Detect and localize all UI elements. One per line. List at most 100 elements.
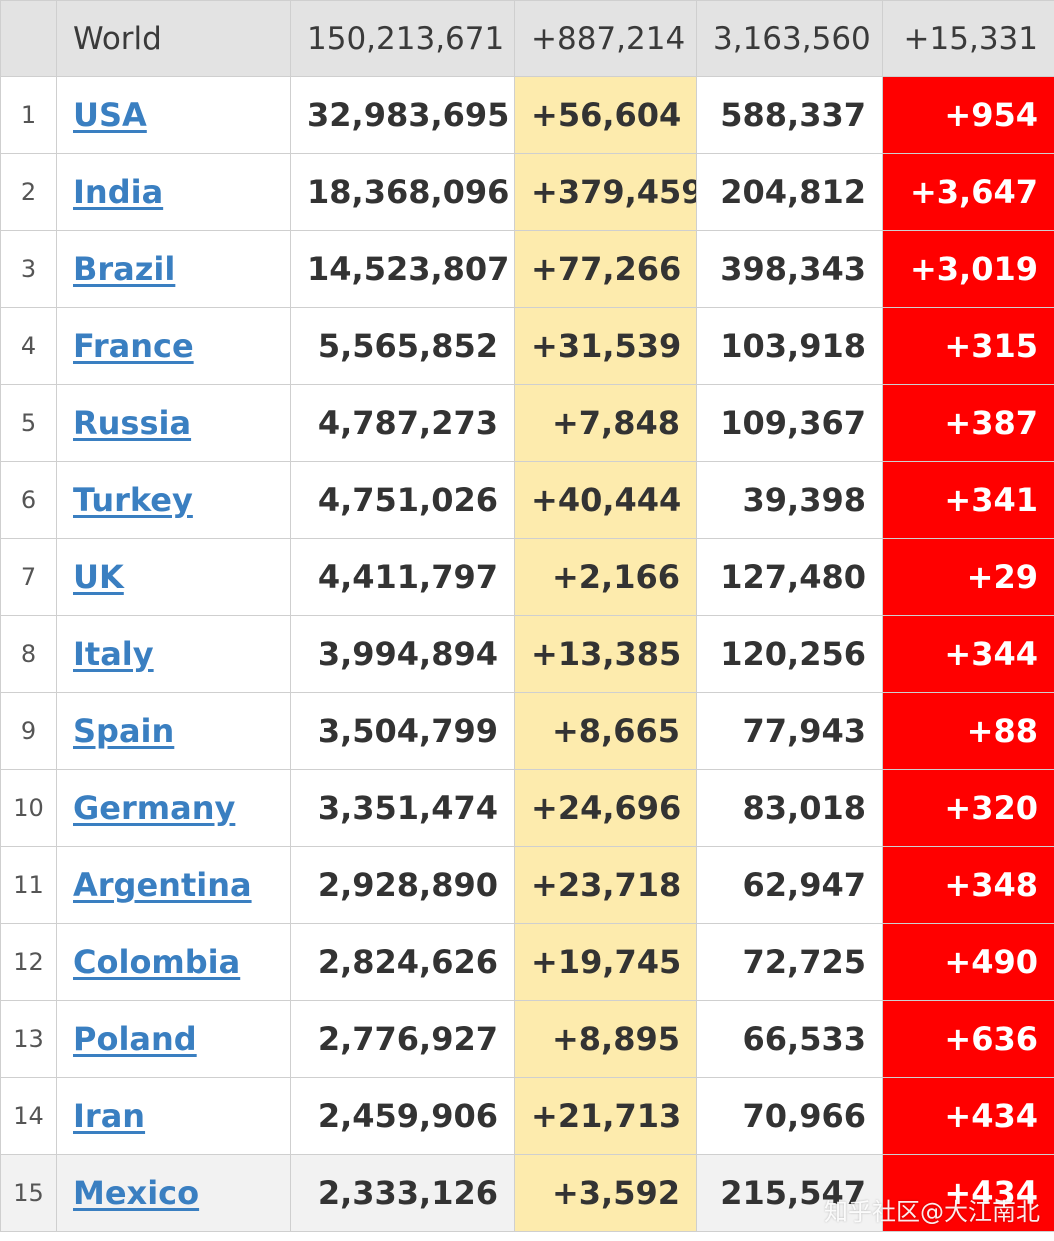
rank-cell: 4 [0,307,57,385]
total-deaths-cell: 66,533 [696,1000,883,1078]
total-deaths-cell: 398,343 [696,230,883,308]
new-cases-cell: +7,848 [514,384,697,462]
country-cell: USA [56,76,291,154]
country-link[interactable]: Iran [73,1097,146,1135]
total-deaths-cell: 120,256 [696,615,883,693]
country-cell: France [56,307,291,385]
country-link[interactable]: Brazil [73,250,176,288]
rank-cell: 8 [0,615,57,693]
total-deaths-cell: 62,947 [696,846,883,924]
new-deaths-cell: +636 [882,1000,1054,1078]
world-total-row: World 150,213,671 +887,214 3,163,560 +15… [0,0,1054,77]
country-cell: Turkey [56,461,291,539]
total-cases-cell: 14,523,807 [290,230,515,308]
country-link[interactable]: Mexico [73,1174,200,1212]
new-cases-cell: +3,592 [514,1154,697,1232]
country-link[interactable]: Germany [73,789,236,827]
new-cases-cell: +31,539 [514,307,697,385]
table-row: 4 France 5,565,852 +31,539 103,918 +315 [0,307,1054,385]
country-cell: Germany [56,769,291,847]
country-link[interactable]: Russia [73,404,192,442]
total-cases-cell: 4,751,026 [290,461,515,539]
total-deaths-cell: 77,943 [696,692,883,770]
table-row: 10 Germany 3,351,474 +24,696 83,018 +320 [0,769,1054,847]
new-cases-cell: +8,895 [514,1000,697,1078]
rank-cell: 5 [0,384,57,462]
country-link[interactable]: Poland [73,1020,197,1058]
country-cell: Poland [56,1000,291,1078]
rank-cell: 3 [0,230,57,308]
country-link[interactable]: Colombia [73,943,241,981]
total-deaths-cell: 72,725 [696,923,883,1001]
world-total-deaths: 3,163,560 [696,0,883,77]
country-cell: Russia [56,384,291,462]
total-deaths-cell: 215,547 [696,1154,883,1232]
new-deaths-cell: +387 [882,384,1054,462]
country-link[interactable]: Turkey [73,481,193,519]
total-cases-cell: 2,824,626 [290,923,515,1001]
country-link[interactable]: USA [73,96,147,134]
new-cases-cell: +19,745 [514,923,697,1001]
country-link[interactable]: Spain [73,712,175,750]
total-deaths-cell: 204,812 [696,153,883,231]
table-row: 14 Iran 2,459,906 +21,713 70,966 +434 [0,1077,1054,1155]
new-deaths-cell: +954 [882,76,1054,154]
world-label: World [56,0,291,77]
new-cases-cell: +24,696 [514,769,697,847]
total-cases-cell: 2,776,927 [290,1000,515,1078]
total-cases-cell: 2,928,890 [290,846,515,924]
rank-cell: 12 [0,923,57,1001]
new-deaths-cell: +434 [882,1154,1054,1232]
country-link[interactable]: India [73,173,164,211]
new-cases-cell: +379,459 [514,153,697,231]
country-link[interactable]: Italy [73,635,154,673]
country-cell: Colombia [56,923,291,1001]
total-deaths-cell: 109,367 [696,384,883,462]
new-deaths-cell: +434 [882,1077,1054,1155]
total-cases-cell: 2,333,126 [290,1154,515,1232]
new-cases-cell: +21,713 [514,1077,697,1155]
new-deaths-cell: +3,647 [882,153,1054,231]
new-cases-cell: +8,665 [514,692,697,770]
new-cases-cell: +2,166 [514,538,697,616]
new-deaths-cell: +88 [882,692,1054,770]
rank-cell: 2 [0,153,57,231]
table-row: 9 Spain 3,504,799 +8,665 77,943 +88 [0,692,1054,770]
country-cell: India [56,153,291,231]
rank-cell: 14 [0,1077,57,1155]
country-cell: Spain [56,692,291,770]
table-row: 1 USA 32,983,695 +56,604 588,337 +954 [0,76,1054,154]
new-cases-cell: +13,385 [514,615,697,693]
total-deaths-cell: 70,966 [696,1077,883,1155]
table-row: 13 Poland 2,776,927 +8,895 66,533 +636 [0,1000,1054,1078]
country-link[interactable]: UK [73,558,124,596]
total-deaths-cell: 127,480 [696,538,883,616]
total-cases-cell: 3,351,474 [290,769,515,847]
country-cell: Brazil [56,230,291,308]
table-row: 3 Brazil 14,523,807 +77,266 398,343 +3,0… [0,230,1054,308]
new-cases-cell: +77,266 [514,230,697,308]
rank-cell: 9 [0,692,57,770]
country-link[interactable]: France [73,327,194,365]
total-deaths-cell: 103,918 [696,307,883,385]
total-cases-cell: 32,983,695 [290,76,515,154]
rank-cell: 1 [0,76,57,154]
world-new-deaths: +15,331 [882,0,1054,77]
new-cases-cell: +40,444 [514,461,697,539]
table-row: 8 Italy 3,994,894 +13,385 120,256 +344 [0,615,1054,693]
new-deaths-cell: +490 [882,923,1054,1001]
new-deaths-cell: +320 [882,769,1054,847]
country-cell: Mexico [56,1154,291,1232]
table-row: 12 Colombia 2,824,626 +19,745 72,725 +49… [0,923,1054,1001]
country-cell: Iran [56,1077,291,1155]
rank-cell: 10 [0,769,57,847]
total-cases-cell: 3,994,894 [290,615,515,693]
country-link[interactable]: Argentina [73,866,252,904]
rank-cell: 13 [0,1000,57,1078]
rank-cell: 6 [0,461,57,539]
table-row: 6 Turkey 4,751,026 +40,444 39,398 +341 [0,461,1054,539]
country-cell: UK [56,538,291,616]
world-new-cases: +887,214 [514,0,697,77]
new-deaths-cell: +348 [882,846,1054,924]
